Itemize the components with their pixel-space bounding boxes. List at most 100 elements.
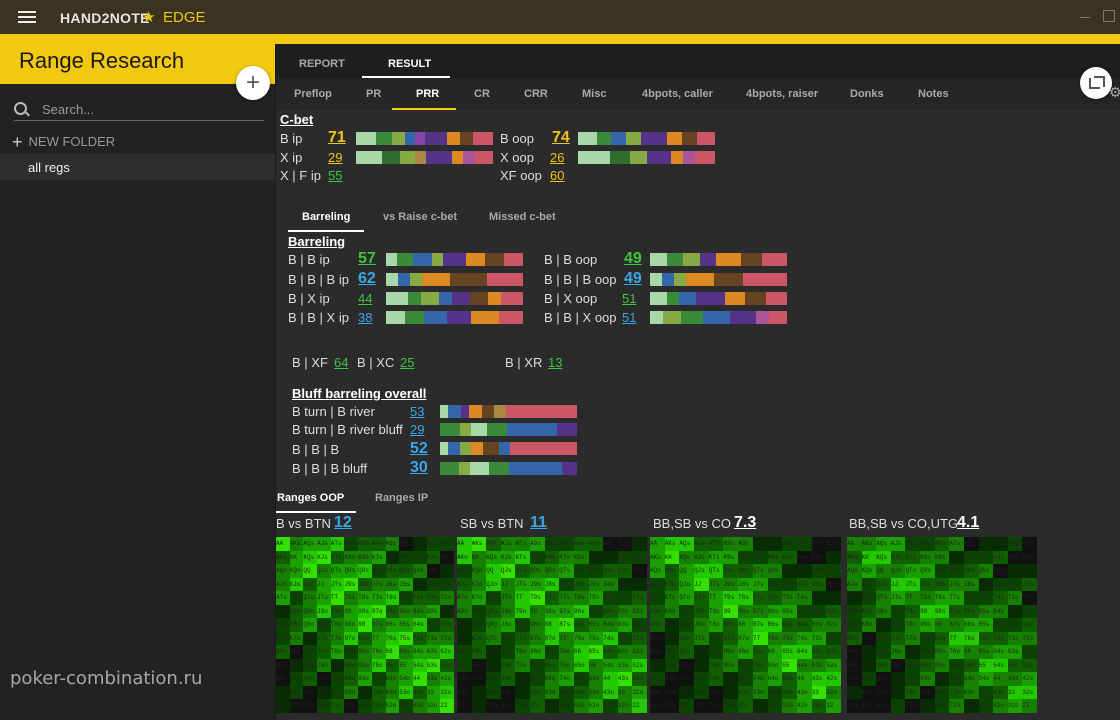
stat-value[interactable]: 52 <box>410 440 428 457</box>
range-cell: 42s <box>826 672 841 686</box>
range-cell: J3s <box>617 577 633 592</box>
stat-value[interactable]: 44 <box>358 291 373 306</box>
range-cell: 75o <box>559 658 574 673</box>
range-cell: A7s <box>371 537 386 551</box>
stat-value[interactable]: 51 <box>622 310 637 325</box>
range-cell: 87o <box>738 631 753 646</box>
stat-value[interactable]: 30 <box>410 459 428 476</box>
tab-notes[interactable]: Notes <box>918 88 949 100</box>
range-cell: 72o <box>752 699 768 713</box>
range-cell: A4o <box>457 672 472 686</box>
tab-result[interactable]: RESULT <box>388 58 432 70</box>
maximize-icon[interactable] <box>1103 10 1115 22</box>
range-cell: A6s <box>963 537 979 551</box>
tab-cr[interactable]: CR <box>474 88 490 100</box>
range-cell: J4s <box>993 577 1008 592</box>
tab-4bpots-caller[interactable]: 4bpots, caller <box>642 88 713 100</box>
range-cell: A2s <box>440 537 454 551</box>
range-cell: 98o <box>530 618 545 632</box>
stat-value[interactable]: 62 <box>358 270 376 287</box>
main-panel: REPORT RESULT Preflop PR PRR CR CRR Misc… <box>276 44 1120 720</box>
range-cell: JTs <box>708 577 724 592</box>
range-cell: 53o <box>399 685 413 700</box>
range-cell: KTs <box>708 550 724 565</box>
range-cell: 76o <box>949 645 964 659</box>
subtab-vs-raise-cbet[interactable]: vs Raise c-bet <box>383 211 457 223</box>
range-value[interactable]: 4.1 <box>957 514 980 531</box>
stat-value[interactable]: 74 <box>552 129 570 146</box>
range-value[interactable]: 7.3 <box>734 514 757 531</box>
stat-value[interactable]: 49 <box>624 270 642 287</box>
range-cell: J5s <box>782 577 797 592</box>
stat-value[interactable]: 64 <box>334 355 349 370</box>
range-cell: J7o <box>500 631 516 646</box>
hamburger-menu-icon[interactable] <box>18 11 36 23</box>
range-cell: A7o <box>650 631 665 646</box>
range-cell: Q8s <box>934 564 950 578</box>
range-cell: K9o <box>861 604 877 619</box>
stat-value[interactable]: 55 <box>328 168 343 183</box>
stat-value[interactable]: 26 <box>550 150 565 165</box>
external-link-icon[interactable] <box>1080 67 1112 99</box>
range-cell: 94s <box>796 604 812 619</box>
tab-ranges-ip[interactable]: Ranges IP <box>375 492 429 504</box>
range-cell: AQs <box>303 537 318 551</box>
tab-4bpots-raiser[interactable]: 4bpots, raiser <box>746 88 819 100</box>
add-button[interactable]: + <box>236 66 270 100</box>
range-cell: KK <box>471 550 487 565</box>
stat-value[interactable]: 57 <box>358 250 376 267</box>
range-cell: AJo <box>650 577 665 592</box>
stat-value[interactable]: 25 <box>400 355 415 370</box>
subtab-barreling[interactable]: Barreling <box>302 211 351 223</box>
range-cell: AKo <box>457 550 472 565</box>
stat-value[interactable]: 38 <box>358 310 373 325</box>
tab-report[interactable]: REPORT <box>299 58 345 70</box>
range-cell: 33 <box>1007 685 1023 700</box>
range-cell: J4s <box>796 577 812 592</box>
range-cell: 98s <box>738 604 753 619</box>
range-cell: AKo <box>276 550 290 565</box>
range-cell: J5o <box>500 658 516 673</box>
range-cell: KQo <box>289 564 304 578</box>
search-input[interactable] <box>40 99 264 119</box>
range-cell: Q7s <box>559 564 574 578</box>
folder-item-all-regs[interactable]: all regs <box>0 154 275 180</box>
tab-ranges-oop[interactable]: Ranges OOP <box>277 492 345 504</box>
range-cell: 73s <box>811 631 827 646</box>
stat-value[interactable]: 53 <box>410 404 425 419</box>
stat-bar <box>356 132 493 145</box>
range-cell: Q6o <box>486 645 501 659</box>
stat-value[interactable]: 29 <box>328 150 343 165</box>
stat-label: X oop <box>500 150 534 165</box>
stat-value[interactable]: 60 <box>550 168 565 183</box>
tab-donks[interactable]: Donks <box>850 88 884 100</box>
range-cell: 92s <box>632 604 647 619</box>
gear-icon[interactable]: ⚙ <box>1109 84 1120 100</box>
range-cell: T6s <box>573 591 589 605</box>
range-value[interactable]: 12 <box>334 514 352 531</box>
range-cell: J7o <box>694 631 709 646</box>
range-value[interactable]: 11 <box>530 514 547 531</box>
range-grid: AA AKs AQs AJs ATs A9s A8s A7s A6s A5s A4s A3s A2s AK… <box>847 537 1037 713</box>
tab-crr[interactable]: CRR <box>524 88 548 100</box>
tab-misc[interactable]: Misc <box>582 88 607 100</box>
tab-pr[interactable]: PR <box>366 88 382 100</box>
tab-prr[interactable]: PRR <box>416 88 440 100</box>
range-cell: AQs <box>679 537 695 551</box>
stat-value[interactable]: 13 <box>548 355 563 370</box>
tab-preflop[interactable]: Preflop <box>294 88 332 100</box>
subtab-missed-cbet[interactable]: Missed c-bet <box>489 211 556 223</box>
range-cell: A5o <box>276 658 290 673</box>
stat-value[interactable]: 71 <box>328 129 346 146</box>
range-cell: 76o <box>559 645 574 659</box>
stat-value[interactable]: 49 <box>624 250 642 267</box>
range-cell: Q8s <box>738 564 753 578</box>
range-cell: JTs <box>515 577 531 592</box>
stat-value[interactable]: 51 <box>622 291 637 306</box>
range-cell: 32s <box>440 685 454 700</box>
range-cell: Q2s <box>440 564 454 578</box>
stat-value[interactable]: 29 <box>410 422 425 437</box>
minimize-icon[interactable] <box>1080 17 1090 18</box>
new-folder-button[interactable]: + NEW FOLDER <box>12 130 115 152</box>
range-cell: J2s <box>632 577 647 592</box>
